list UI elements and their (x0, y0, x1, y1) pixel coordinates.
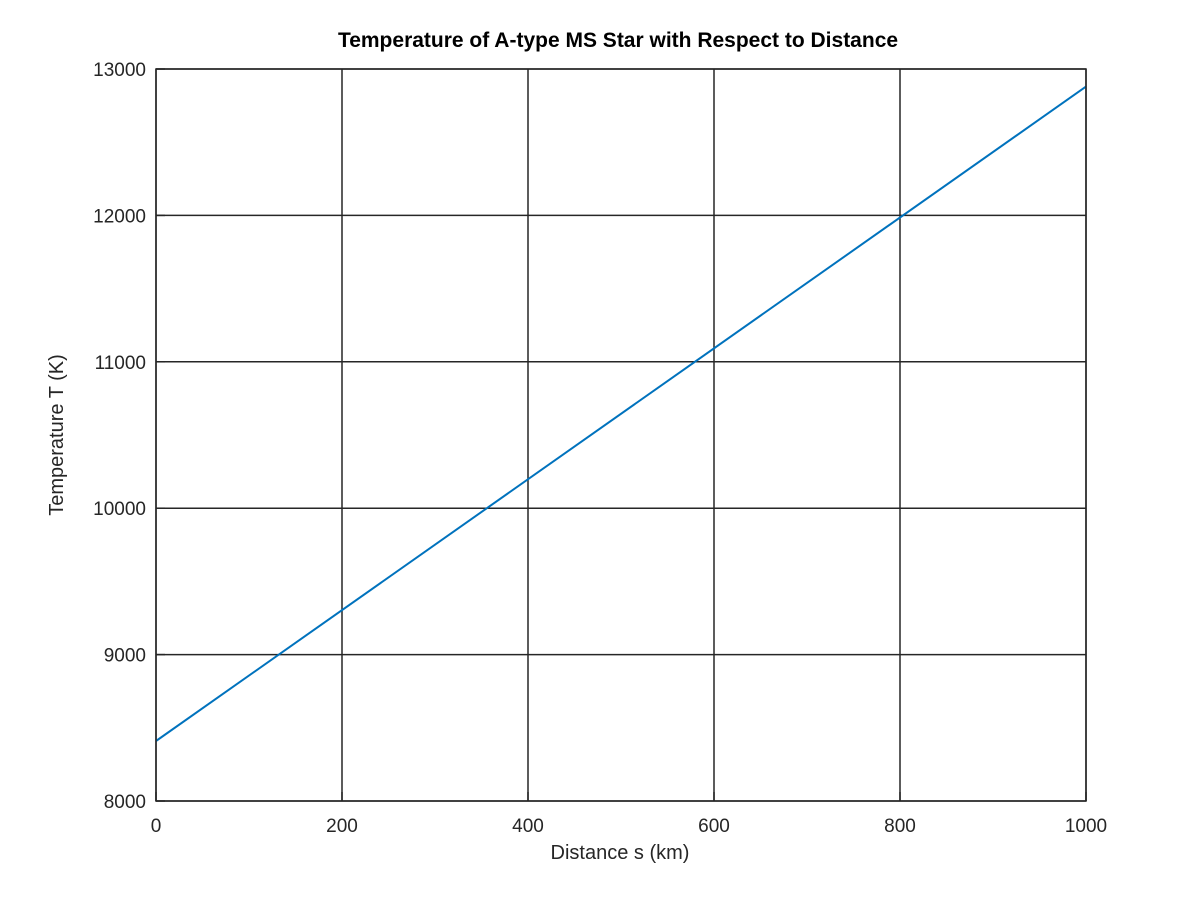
x-axis-label: Distance s (km) (551, 842, 690, 864)
y-tick-label: 10000 (93, 499, 146, 520)
y-axis-label: Temperature T (K) (46, 354, 68, 516)
y-tick-label: 8000 (104, 792, 146, 813)
x-tick-label: 1000 (1065, 816, 1107, 837)
x-tick-label: 600 (698, 816, 730, 837)
y-tick-label: 12000 (93, 206, 146, 227)
y-tick-label: 13000 (93, 60, 146, 81)
x-tick-label: 400 (512, 816, 544, 837)
y-tick-label: 9000 (104, 646, 146, 667)
x-tick-label: 200 (326, 816, 358, 837)
chart-title: Temperature of A-type MS Star with Respe… (338, 29, 898, 52)
grid-lines (155, 68, 1087, 802)
series-layer (155, 85, 1087, 742)
series-line (155, 85, 1087, 742)
plot-area (156, 69, 1086, 801)
y-tick-label: 11000 (95, 353, 146, 374)
x-axis-ticks: 0 200 400 600 800 1000 (151, 792, 1107, 837)
x-tick-label: 0 (151, 816, 162, 837)
plot-frame (155, 68, 1087, 802)
y-axis-ticks: 8000 9000 10000 11000 12000 13000 (93, 60, 165, 813)
x-tick-label: 800 (884, 816, 916, 837)
